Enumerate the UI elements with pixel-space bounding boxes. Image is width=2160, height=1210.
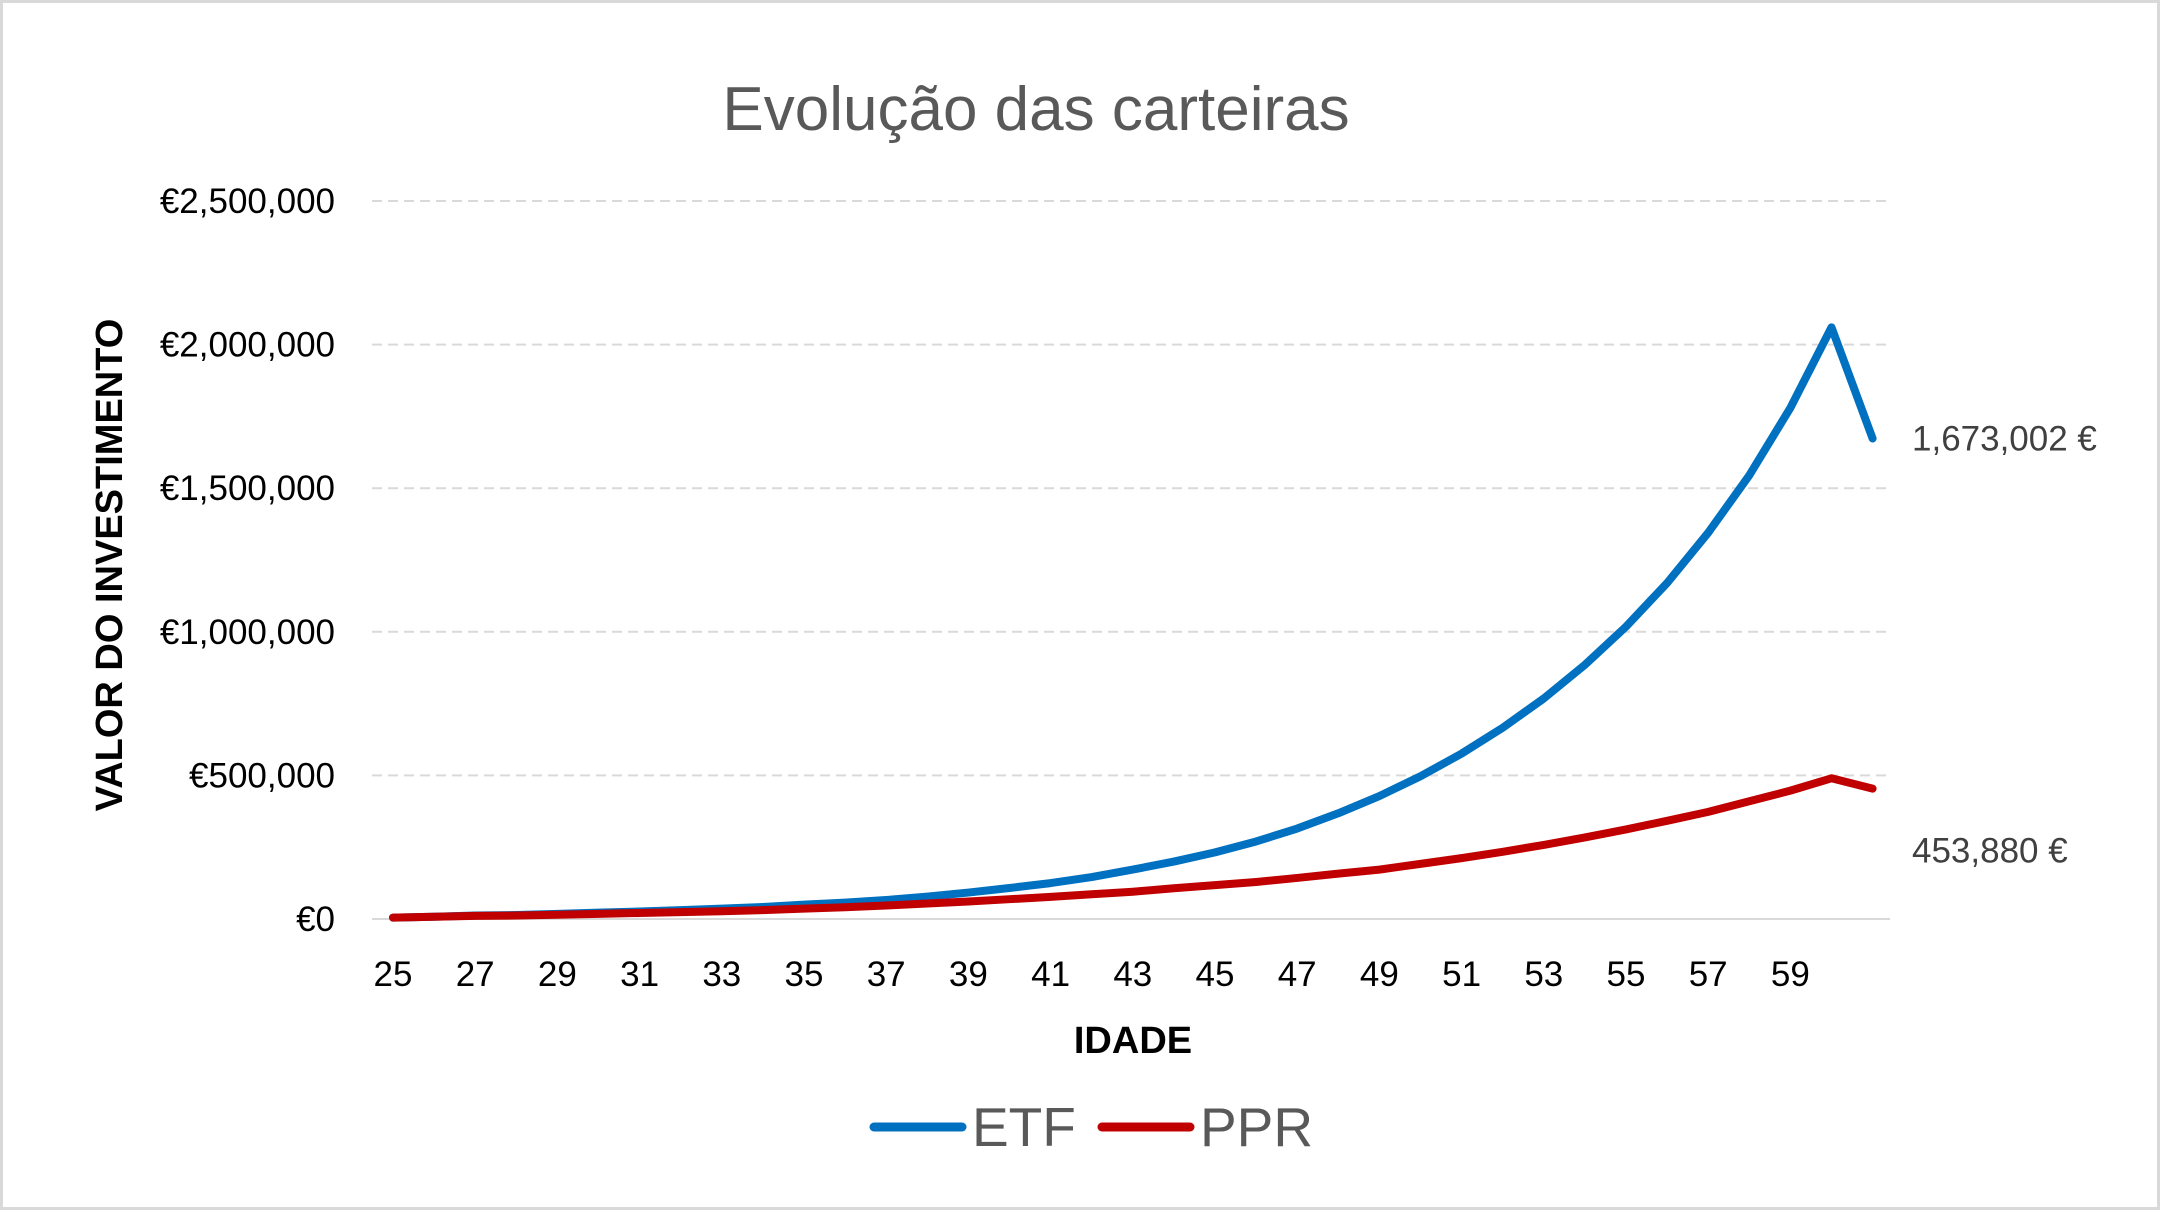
- legend-label-ppr: PPR: [1200, 1096, 1313, 1158]
- end-label-etf: 1,673,002 €: [1912, 420, 2097, 459]
- end-labels: 1,673,002 € 453,880 €: [1912, 420, 2097, 871]
- y-tick-label: €2,000,000: [160, 326, 335, 365]
- x-tick-label: 49: [1360, 955, 1399, 994]
- x-tick-label: 55: [1607, 955, 1646, 994]
- series-lines: [389, 323, 1877, 922]
- series-line-etf: [389, 323, 1877, 922]
- x-tick-label: 27: [456, 955, 495, 994]
- y-tick-label: €2,500,000: [160, 182, 335, 221]
- series-line-ppr: [389, 774, 1877, 922]
- x-tick-label: 47: [1278, 955, 1317, 994]
- x-axis-ticks: 25 27 29 31 33 35 37 39 41 43 45 47 49 51 53 55 57 59: [374, 955, 1810, 994]
- x-tick-label: 51: [1442, 955, 1481, 994]
- x-tick-label: 25: [374, 955, 413, 994]
- gridlines: [372, 200, 1890, 777]
- x-tick-label: 59: [1771, 955, 1810, 994]
- x-tick-label: 37: [867, 955, 906, 994]
- chart-title: Evolução das carteiras: [722, 75, 1349, 144]
- end-label-ppr: 453,880 €: [1912, 832, 2068, 871]
- x-tick-label: 45: [1196, 955, 1235, 994]
- x-tick-label: 43: [1113, 955, 1152, 994]
- x-tick-label: 41: [1031, 955, 1070, 994]
- x-tick-label: 39: [949, 955, 988, 994]
- y-tick-label: €500,000: [189, 756, 335, 795]
- x-tick-label: 35: [785, 955, 824, 994]
- legend-label-etf: ETF: [972, 1096, 1076, 1158]
- x-tick-label: 33: [702, 955, 741, 994]
- y-axis-ticks: €0 €500,000 €1,000,000 €1,500,000 €2,000,000…: [160, 182, 335, 939]
- y-tick-label: €0: [296, 900, 335, 939]
- x-tick-label: 53: [1524, 955, 1563, 994]
- x-axis-title: IDADE: [1074, 1020, 1192, 1062]
- y-tick-label: €1,000,000: [160, 613, 335, 652]
- y-tick-label: €1,500,000: [160, 469, 335, 508]
- y-axis-title: VALOR DO INVESTIMENTO: [89, 319, 131, 812]
- x-tick-label: 57: [1689, 955, 1728, 994]
- x-tick-label: 31: [620, 955, 659, 994]
- legend: ETF PPR: [869, 1096, 1313, 1158]
- x-tick-label: 29: [538, 955, 577, 994]
